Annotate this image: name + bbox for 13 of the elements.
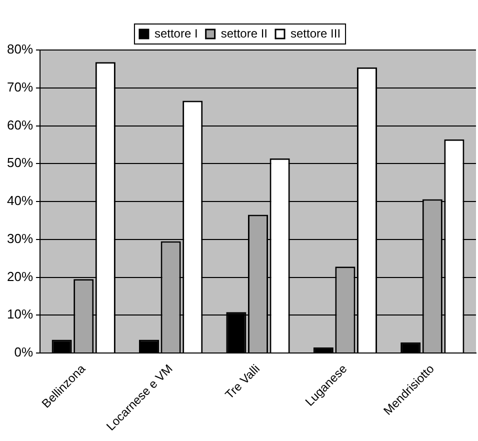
y-tick-label: 80% (6, 42, 34, 57)
y-tick-label: 0% (14, 344, 34, 360)
y-tick-label: 20% (6, 268, 34, 284)
y-tick-label: 60% (6, 117, 34, 132)
y-tick-label: 30% (6, 230, 34, 246)
y-tick-label: 70% (6, 79, 34, 94)
legend-label: settore III (290, 26, 341, 40)
legend-label: settore I (154, 26, 198, 40)
legend-label: settore II (220, 26, 268, 40)
y-tick-label: 10% (6, 306, 34, 322)
x-tick-label: Tre Valli (222, 362, 262, 402)
y-tick-label: 40% (6, 193, 34, 208)
y-tick-label: 50% (6, 155, 34, 170)
